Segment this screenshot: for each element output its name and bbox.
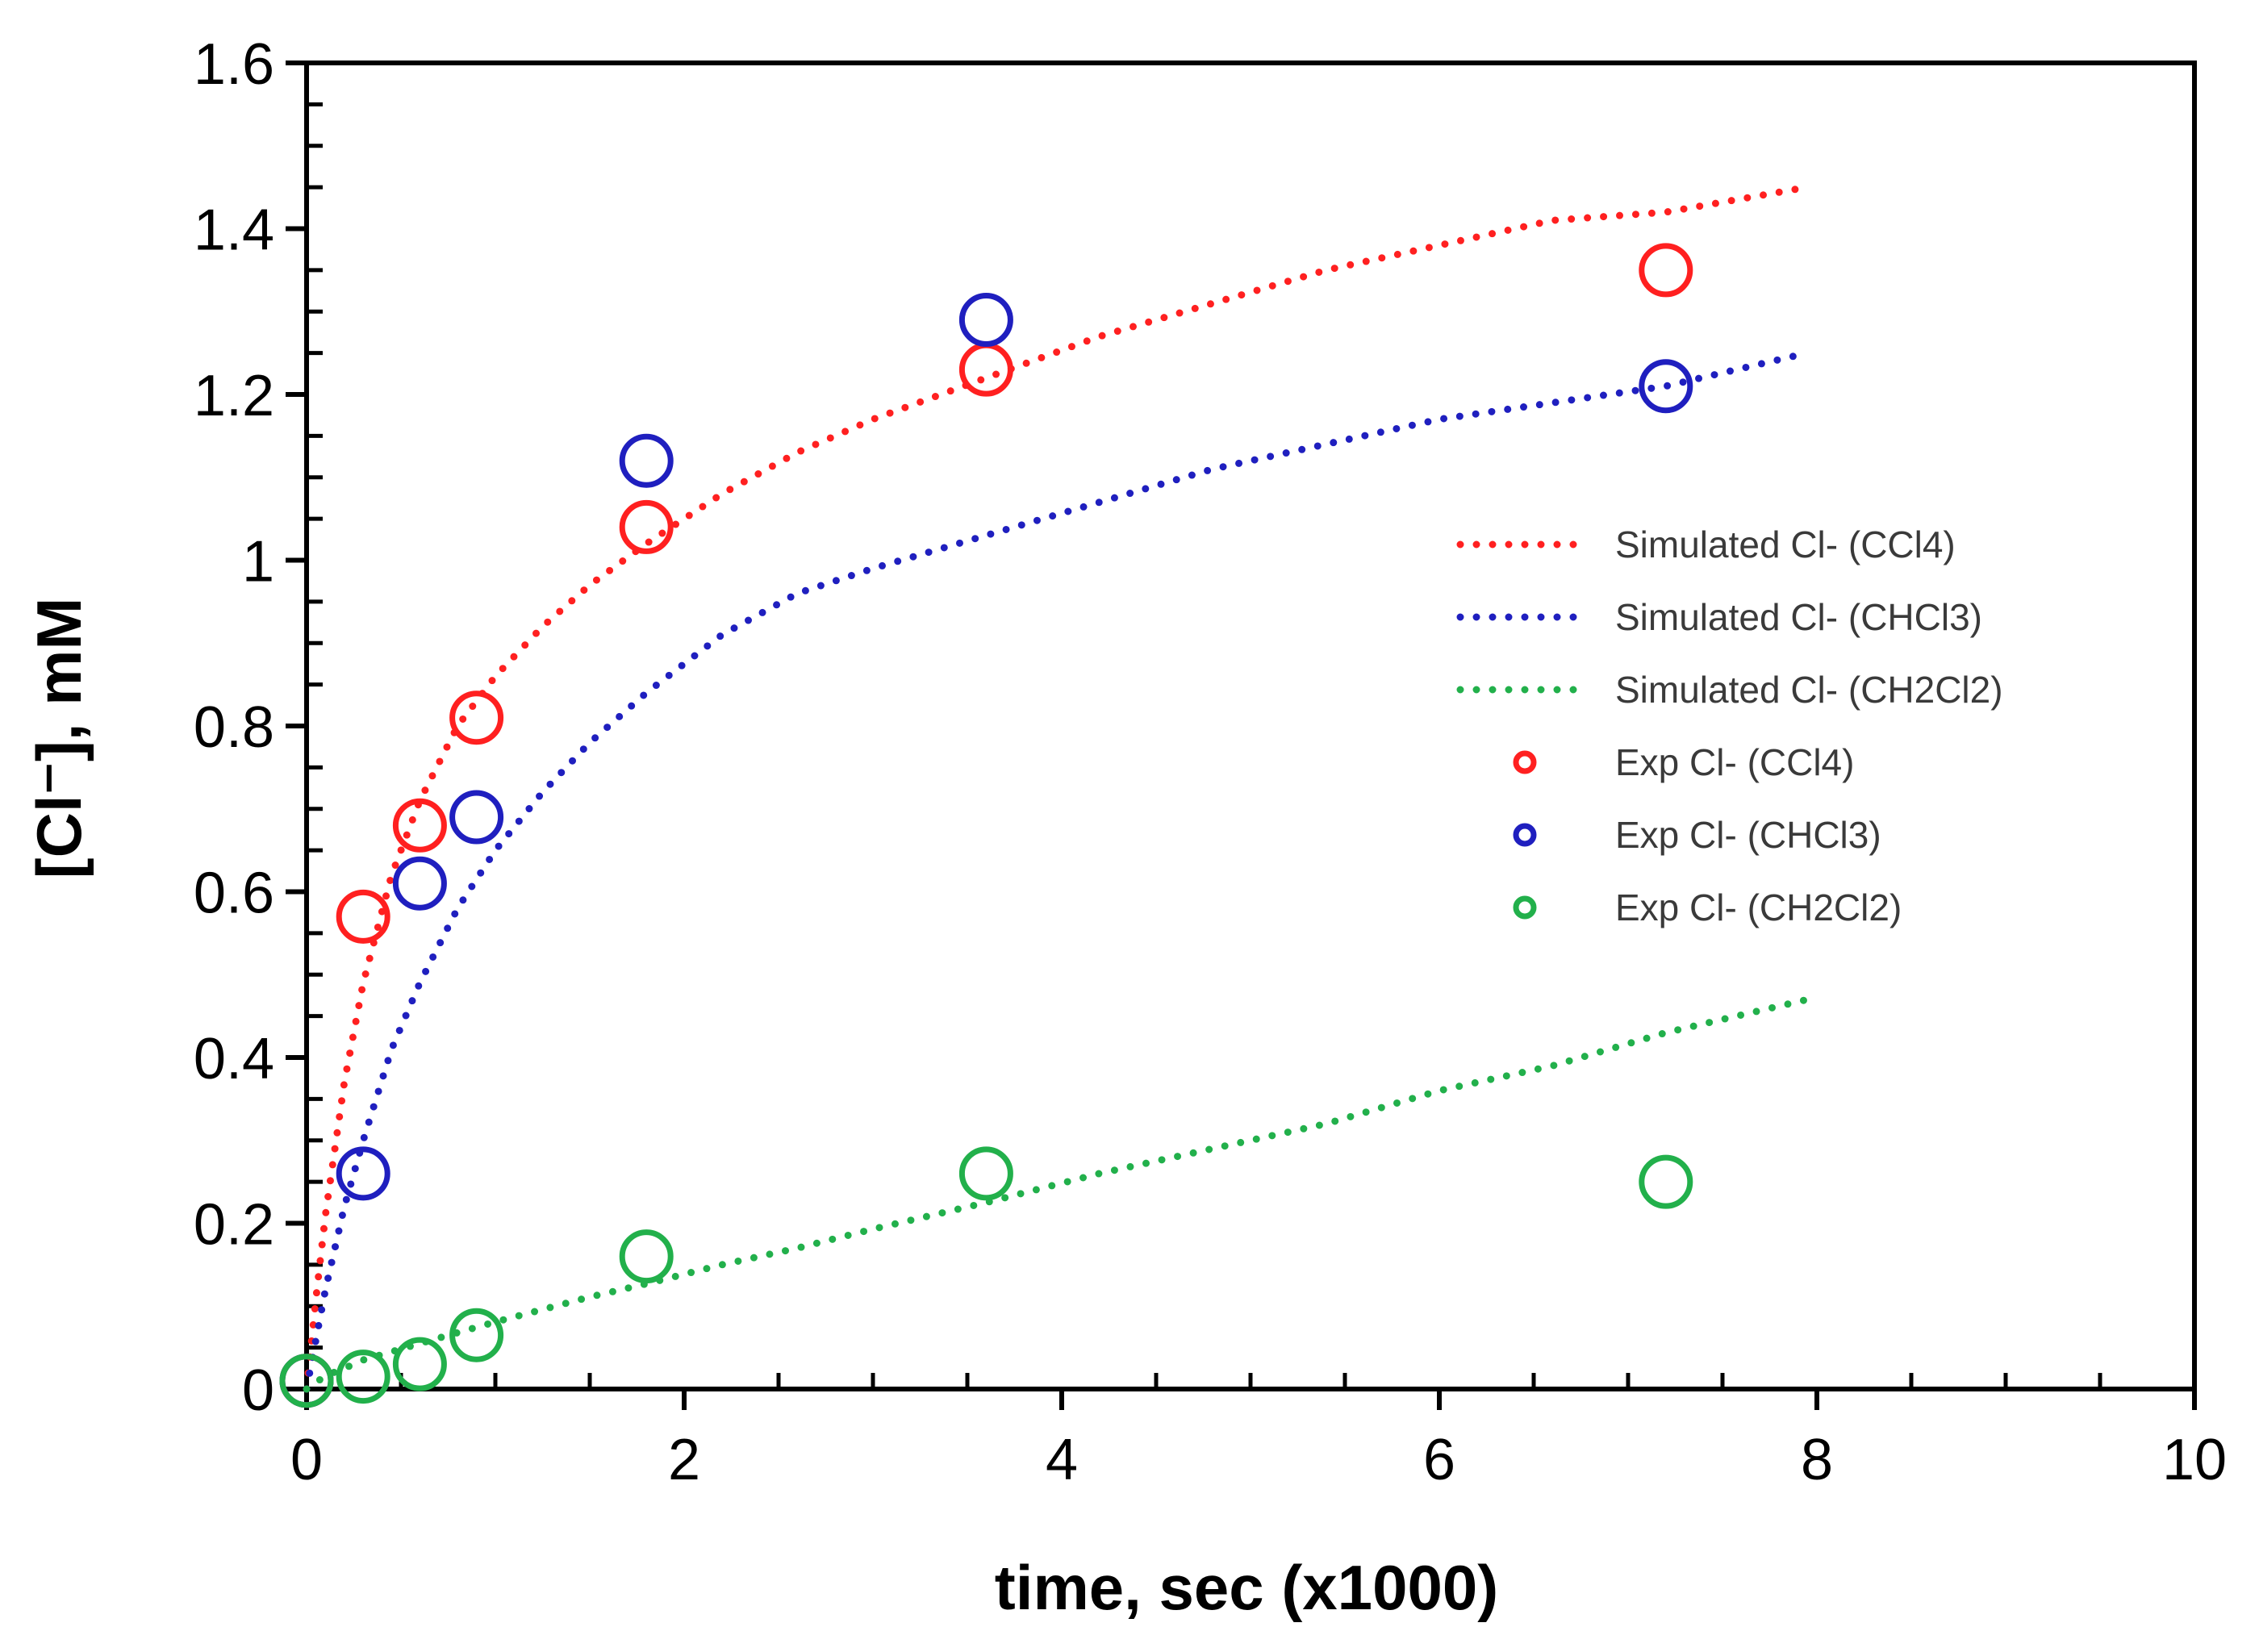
y-tick-label: 0.2 xyxy=(194,1193,274,1258)
data-point xyxy=(336,1350,390,1404)
y-tick-label: 1 xyxy=(242,530,274,594)
legend-label: Exp Cl- (CHCl3) xyxy=(1615,814,1881,856)
experimental-points xyxy=(279,243,1693,1408)
simulated-line xyxy=(303,183,1811,1393)
x-tick-label: 4 xyxy=(1046,1428,1078,1492)
data-point xyxy=(619,1229,674,1284)
plot-frame xyxy=(304,60,2197,1391)
legend-label: Simulated Cl- (CH2Cl2) xyxy=(1615,669,2003,711)
x-tick-label: 8 xyxy=(1801,1428,1833,1492)
legend-marker-swatch xyxy=(1513,750,1537,774)
data-point xyxy=(619,499,674,554)
y-tick-label: 0.6 xyxy=(194,861,274,926)
y-tick-label: 1.6 xyxy=(194,32,274,97)
x-axis-title: time, sec (x1000) xyxy=(995,1552,1498,1623)
data-point xyxy=(392,856,447,911)
data-point xyxy=(1639,243,1693,298)
legend-marker-swatch xyxy=(1513,895,1537,920)
data-point xyxy=(1639,1154,1693,1209)
data-point xyxy=(392,1337,447,1391)
x-tick-label: 10 xyxy=(2162,1428,2227,1492)
data-point xyxy=(958,293,1013,348)
y-tick-label: 1.4 xyxy=(194,198,274,263)
legend-label: Exp Cl- (CCl4) xyxy=(1615,741,1854,783)
simulated-line xyxy=(303,995,1811,1393)
x-tick-label: 2 xyxy=(668,1428,700,1492)
data-point xyxy=(1639,359,1693,414)
data-point xyxy=(449,790,504,845)
y-tick-label: 0 xyxy=(242,1358,274,1423)
axis-ticks xyxy=(286,60,2197,1410)
legend-label: Simulated Cl- (CHCl3) xyxy=(1615,596,1982,638)
plot-area xyxy=(304,60,2197,1391)
legend-label: Exp Cl- (CH2Cl2) xyxy=(1615,886,1902,928)
legend-label: Simulated Cl- (CCl4) xyxy=(1615,524,1956,565)
data-point xyxy=(958,342,1013,397)
data-point xyxy=(958,1146,1013,1201)
data-point xyxy=(279,1354,334,1408)
x-tick-label: 0 xyxy=(290,1428,323,1492)
y-tick-label: 1.2 xyxy=(194,364,274,428)
data-point xyxy=(392,798,447,853)
y-tick-label: 0.4 xyxy=(194,1027,274,1091)
data-point xyxy=(336,1146,390,1201)
y-tick-label: 0.8 xyxy=(194,695,274,760)
data-point xyxy=(449,1308,504,1362)
data-point xyxy=(336,889,390,944)
axis-tick-labels: 0 2 4 6 8 10 0 0.2 0.4 0.6 0.8 1 1.2 1.4 1.6 xyxy=(194,32,2227,1492)
simulated-lines xyxy=(303,183,1811,1393)
x-tick-label: 6 xyxy=(1423,1428,1455,1492)
legend: Simulated Cl- (CCl4) Simulated Cl- (CHCl3… xyxy=(1456,524,2003,928)
data-point xyxy=(619,433,674,488)
simulated-line xyxy=(303,349,1811,1393)
data-point xyxy=(449,690,504,745)
y-axis-title: [Cl⁻], mM xyxy=(23,598,94,879)
legend-marker-swatch xyxy=(1513,823,1537,847)
